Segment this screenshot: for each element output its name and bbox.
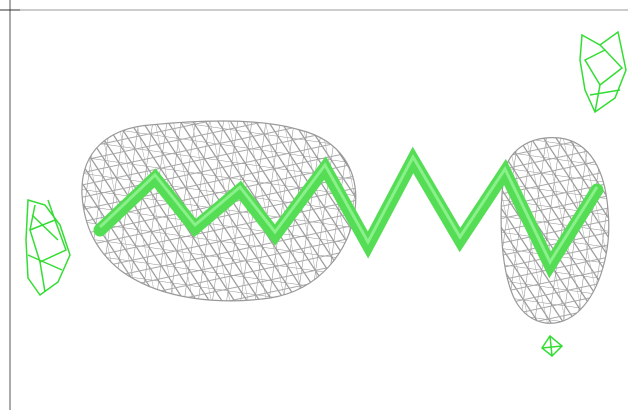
diff-density [540,334,564,358]
density-mesh [500,137,610,324]
diff-density [25,199,71,297]
ligand-highlight [98,153,599,266]
diff-density [579,30,627,114]
